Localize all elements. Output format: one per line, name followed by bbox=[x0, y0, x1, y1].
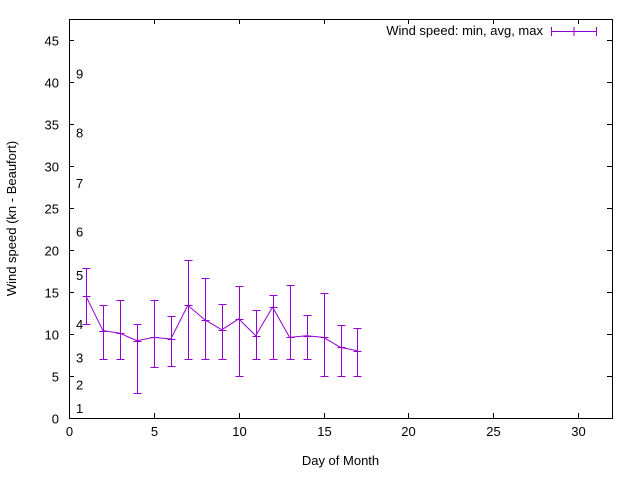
y-axis-title: Wind speed (kn - Beaufort) bbox=[4, 141, 19, 296]
y-tick-label-45: 45 bbox=[45, 34, 59, 49]
y-tick-label-35: 35 bbox=[45, 118, 59, 133]
beaufort-label-6: 6 bbox=[76, 225, 83, 240]
y-tick-label-0: 0 bbox=[52, 412, 59, 427]
beaufort-label-2: 2 bbox=[76, 377, 83, 392]
average-line bbox=[85, 295, 358, 352]
y-tick-label-20: 20 bbox=[45, 244, 59, 259]
y-tick-label-15: 15 bbox=[45, 286, 59, 301]
data-series-wind-speed bbox=[82, 260, 362, 394]
x-tick-label-20: 20 bbox=[401, 424, 415, 439]
beaufort-label-9: 9 bbox=[76, 67, 83, 82]
beaufort-label-3: 3 bbox=[76, 351, 83, 366]
beaufort-label-5: 5 bbox=[76, 268, 83, 283]
x-tick-label-15: 15 bbox=[317, 424, 331, 439]
x-axis-title: Day of Month bbox=[302, 453, 379, 468]
x-tick-label-0: 0 bbox=[66, 424, 73, 439]
beaufort-label-7: 7 bbox=[76, 176, 83, 191]
legend-label: Wind speed: min, avg, max bbox=[386, 23, 543, 38]
x-tick-label-25: 25 bbox=[486, 424, 500, 439]
y-tick-label-40: 40 bbox=[45, 76, 59, 91]
y-tick-label-25: 25 bbox=[45, 202, 59, 217]
y-tick-label-10: 10 bbox=[45, 328, 59, 343]
beaufort-label-4: 4 bbox=[76, 317, 83, 332]
x-tick-label-10: 10 bbox=[232, 424, 246, 439]
y-tick-label-30: 30 bbox=[45, 160, 59, 175]
x-tick-label-30: 30 bbox=[571, 424, 585, 439]
beaufort-label-1: 1 bbox=[76, 401, 83, 416]
y-tick-label-5: 5 bbox=[52, 370, 59, 385]
x-tick-label-5: 5 bbox=[151, 424, 158, 439]
plot-border bbox=[69, 19, 613, 419]
beaufort-label-8: 8 bbox=[76, 125, 83, 140]
